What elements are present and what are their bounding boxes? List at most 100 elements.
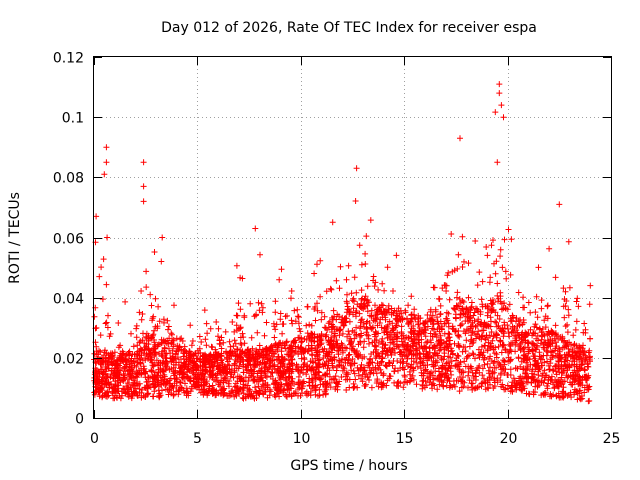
data-point	[519, 386, 526, 393]
data-point	[154, 379, 161, 386]
data-point	[222, 328, 229, 335]
data-point	[292, 318, 299, 325]
x-tick-label: 20	[500, 431, 518, 447]
data-point	[101, 171, 108, 178]
data-point	[370, 273, 377, 280]
data-point	[479, 301, 486, 308]
data-point	[487, 381, 493, 388]
data-point	[359, 295, 366, 302]
data-point	[97, 360, 104, 367]
data-point	[417, 351, 424, 358]
data-point	[303, 371, 310, 378]
data-point	[520, 383, 527, 389]
data-point	[143, 379, 150, 385]
data-point	[561, 296, 568, 303]
data-point	[537, 326, 544, 333]
data-point	[548, 349, 555, 356]
data-point	[362, 261, 369, 267]
data-point	[469, 386, 476, 393]
data-point	[240, 361, 247, 368]
data-point	[306, 382, 313, 389]
data-point	[336, 285, 343, 292]
data-point	[422, 366, 429, 373]
data-point	[107, 374, 114, 381]
data-point	[399, 360, 406, 367]
data-point	[365, 332, 372, 339]
data-point	[456, 343, 462, 350]
data-point	[424, 350, 431, 357]
data-point	[507, 356, 514, 363]
data-point	[207, 325, 214, 332]
data-point	[559, 369, 566, 376]
data-point	[481, 319, 488, 326]
data-point	[298, 344, 305, 351]
data-point	[532, 389, 538, 396]
data-point	[117, 395, 124, 402]
data-point	[226, 362, 233, 369]
axis-ticks: 0 0.02 0.04 0.06 0.08 0.1 0.12 0 5 10 15 20 25	[53, 51, 621, 448]
data-point	[409, 338, 416, 345]
data-point	[460, 343, 467, 350]
data-point	[100, 256, 107, 263]
data-point	[259, 346, 266, 353]
data-point	[231, 362, 238, 369]
data-point	[532, 309, 539, 316]
data-point	[259, 304, 266, 311]
data-point	[357, 364, 364, 371]
data-point	[353, 331, 360, 338]
data-point	[552, 339, 559, 346]
data-point	[215, 368, 222, 375]
data-point	[441, 374, 448, 381]
x-tick-label: 15	[396, 431, 414, 447]
data-point	[200, 371, 206, 378]
data-point	[353, 324, 360, 331]
data-point	[233, 392, 240, 399]
data-point	[154, 372, 161, 379]
data-point	[546, 331, 553, 338]
data-point	[463, 327, 470, 334]
data-point	[489, 300, 495, 307]
data-point	[465, 318, 472, 325]
data-point	[468, 304, 475, 311]
data-point	[208, 360, 215, 367]
data-point	[233, 322, 240, 329]
data-point	[296, 380, 302, 387]
data-point	[252, 312, 259, 319]
data-point	[437, 332, 444, 339]
x-tick-label: 0	[90, 431, 99, 447]
data-point	[478, 383, 485, 390]
data-point	[535, 366, 542, 373]
data-point	[434, 386, 441, 393]
data-point	[229, 387, 236, 394]
data-point	[296, 334, 303, 341]
data-point	[286, 380, 293, 387]
data-point	[288, 317, 295, 324]
data-point	[536, 382, 543, 389]
data-point	[294, 313, 301, 320]
data-point	[367, 355, 374, 362]
data-point	[276, 276, 283, 283]
data-point	[114, 363, 121, 370]
data-point	[346, 357, 352, 364]
data-point	[244, 361, 251, 367]
data-point	[308, 338, 315, 345]
data-point	[432, 308, 439, 315]
data-point	[552, 330, 559, 337]
data-point	[475, 328, 482, 335]
data-point	[138, 394, 145, 401]
data-point	[344, 291, 350, 298]
data-point	[446, 296, 453, 303]
data-point	[189, 338, 196, 344]
data-point	[408, 312, 415, 319]
data-point	[400, 342, 407, 349]
data-point	[351, 335, 358, 342]
data-point	[310, 359, 317, 366]
data-point	[312, 374, 319, 381]
data-point	[562, 288, 569, 295]
data-point	[183, 385, 190, 392]
data-point	[322, 333, 329, 340]
data-point	[351, 274, 358, 281]
data-point	[346, 308, 353, 315]
data-point	[203, 368, 210, 375]
data-point	[330, 323, 337, 330]
